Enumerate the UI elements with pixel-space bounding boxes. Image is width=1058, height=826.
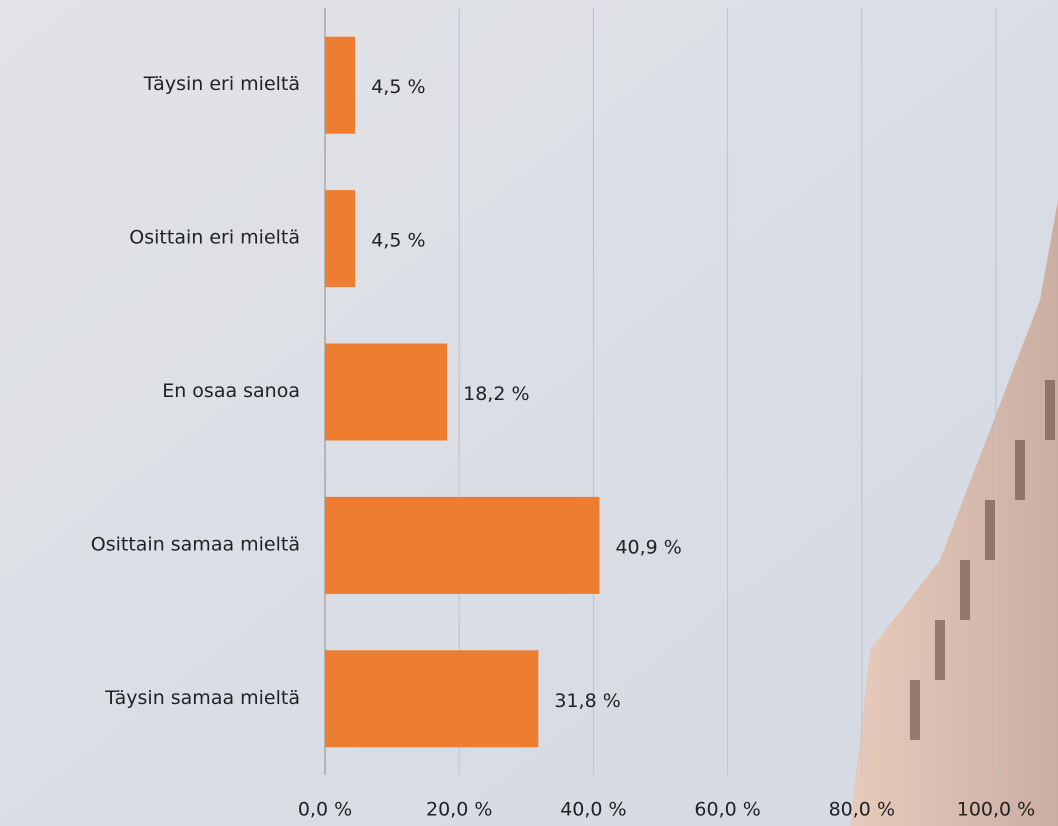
bar: [325, 190, 356, 288]
x-tick-label: 20,0 %: [426, 799, 492, 821]
x-tick-label: 0,0 %: [298, 799, 352, 821]
y-tick-label: Osittain eri mieltä: [129, 227, 300, 249]
x-tick-label: 60,0 %: [694, 799, 760, 821]
value-label: 4,5 %: [371, 230, 425, 252]
value-label: 18,2 %: [463, 383, 529, 405]
bar: [325, 36, 356, 134]
bar: [325, 650, 539, 748]
value-label: 4,5 %: [371, 76, 425, 98]
y-tick-label: Täysin eri mieltä: [143, 73, 300, 95]
bar: [325, 343, 448, 441]
y-tick-label: Osittain samaa mieltä: [91, 533, 300, 555]
building-windows: [910, 380, 1055, 740]
x-tick-label: 40,0 %: [560, 799, 626, 821]
building: [850, 200, 1058, 826]
y-tick-label: En osaa sanoa: [162, 380, 300, 402]
value-label: 31,8 %: [554, 690, 620, 712]
y-tick-label: Täysin samaa mieltä: [104, 687, 300, 709]
value-label: 40,9 %: [615, 536, 681, 558]
bar: [325, 496, 600, 594]
x-tick-label: 100,0 %: [957, 799, 1036, 821]
x-tick-label: 80,0 %: [829, 799, 895, 821]
